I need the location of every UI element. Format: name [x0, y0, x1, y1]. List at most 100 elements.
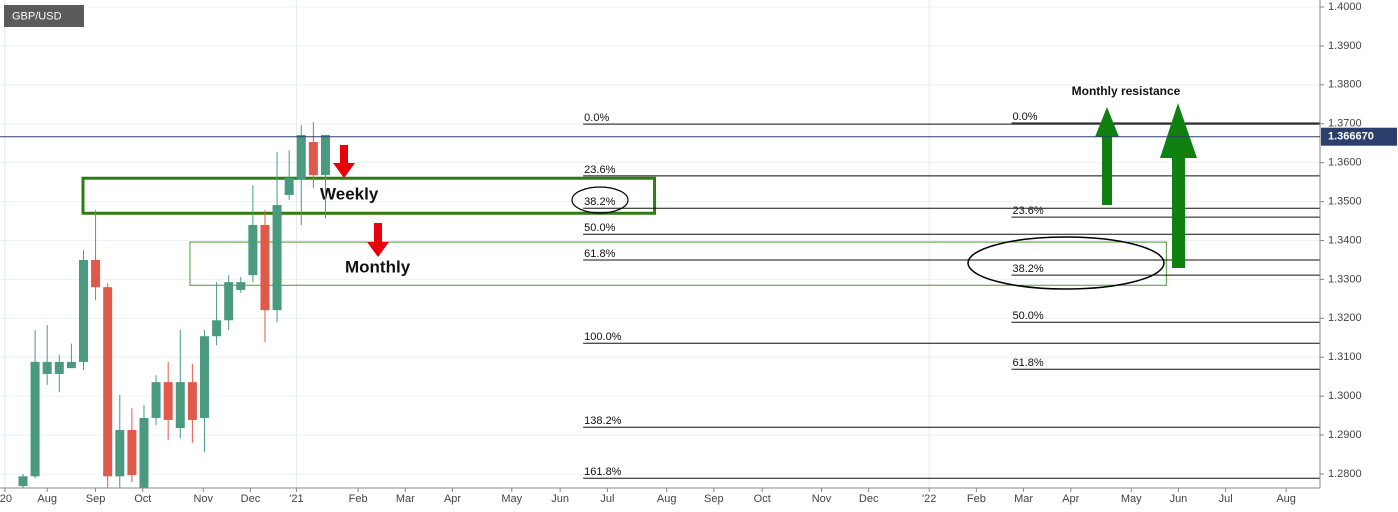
- candle-body: [139, 417, 149, 488]
- fib-label: 61.8%: [1012, 357, 1043, 369]
- y-tick-label: 1.4000: [1328, 1, 1362, 13]
- x-tick-label: May: [1121, 493, 1142, 505]
- x-tick-label: Oct: [134, 493, 151, 505]
- y-tick-label: 1.2800: [1328, 468, 1362, 480]
- x-tick-label: Apr: [444, 493, 461, 505]
- fib-label: 0.0%: [1012, 111, 1037, 123]
- candle-body: [284, 177, 294, 195]
- zone-label: Monthly: [345, 257, 411, 276]
- zone-label: Weekly: [320, 184, 379, 203]
- fib-label: 138.2%: [584, 415, 622, 427]
- y-tick-label: 1.3700: [1328, 118, 1362, 130]
- y-tick-label: 1.3300: [1328, 273, 1362, 285]
- arrow-shaft: [340, 145, 348, 163]
- x-tick-label: Mar: [1014, 493, 1033, 505]
- fib-label: 0.0%: [584, 112, 609, 124]
- candles: [18, 122, 330, 488]
- highlight-ellipse: [967, 236, 1165, 290]
- candle-body: [18, 476, 28, 487]
- candle-body: [212, 320, 222, 337]
- fib-label: 100.0%: [584, 331, 622, 343]
- y-tick-label: 1.3900: [1328, 40, 1362, 52]
- candle-body: [66, 361, 76, 369]
- x-tick-label: Aug: [657, 493, 677, 505]
- fib-label: 161.8%: [584, 466, 622, 478]
- arrow-head: [367, 242, 389, 257]
- candle-body: [163, 382, 173, 420]
- arrow-head: [1095, 107, 1119, 137]
- x-tick-label: Nov: [193, 493, 213, 505]
- candle-body: [30, 361, 40, 477]
- x-tick-label: '22: [922, 493, 936, 505]
- y-tick-label: 1.3200: [1328, 312, 1362, 324]
- zone: [189, 241, 1167, 286]
- x-tick-label: Jun: [1170, 493, 1188, 505]
- candle-body: [127, 430, 137, 476]
- x-tick-label: Dec: [859, 493, 879, 505]
- last-price-badge: [1321, 127, 1397, 146]
- down-arrows: [333, 145, 389, 257]
- fib-label: 23.6%: [584, 164, 615, 176]
- fib-label: 38.2%: [1012, 263, 1043, 275]
- x-tick-label: May: [501, 493, 522, 505]
- x-tick-label: Sep: [86, 493, 106, 505]
- up-arrows: [1095, 103, 1197, 268]
- zones: Weekly Monthly: [81, 176, 1167, 286]
- candle-body: [224, 282, 234, 321]
- candle-body: [103, 287, 113, 477]
- x-tick-label: Jul: [600, 493, 614, 505]
- chart-title: GBP/USD: [12, 10, 62, 22]
- candle-body: [115, 430, 125, 477]
- candle-body: [187, 382, 197, 420]
- y-tick-label: 1.3400: [1328, 234, 1362, 246]
- x-tick-label: Feb: [967, 493, 986, 505]
- y-tick-label: 1.3500: [1328, 195, 1362, 207]
- fib-label: 38.2%: [584, 196, 615, 208]
- x-tick-label: Dec: [241, 493, 261, 505]
- candle-body: [151, 382, 161, 418]
- candle-body: [308, 142, 318, 176]
- y-tick-label: 1.2900: [1328, 429, 1362, 441]
- last-price-label: 1.366670: [1328, 131, 1374, 143]
- candle-body: [78, 259, 88, 362]
- candle-body: [260, 224, 270, 311]
- x-tick-label: '20: [0, 493, 12, 505]
- candle-body: [320, 135, 330, 176]
- candle-body: [236, 282, 246, 290]
- x-tick-label: Aug: [37, 493, 57, 505]
- candle-body: [272, 205, 282, 311]
- arrow-shaft: [374, 223, 382, 242]
- arrow-head: [333, 163, 355, 178]
- fib-label: 23.6%: [1012, 205, 1043, 217]
- highlight-ellipse: [571, 186, 629, 214]
- y-tick-label: 1.3100: [1328, 351, 1362, 363]
- arrow-head: [1160, 103, 1197, 158]
- fib-label: 61.8%: [584, 248, 615, 260]
- y-tick-label: 1.3000: [1328, 390, 1362, 402]
- x-tick-label: Aug: [1276, 493, 1296, 505]
- x-tick-label: Apr: [1062, 493, 1079, 505]
- symbol-badge: [4, 5, 84, 27]
- candle-body: [199, 336, 209, 418]
- x-tick-label: Jun: [551, 493, 569, 505]
- annotation: Monthly resistance: [1072, 84, 1181, 98]
- x-tick-label: Jul: [1219, 493, 1233, 505]
- candle-body: [248, 224, 258, 276]
- candle-body: [175, 382, 185, 429]
- arrow-shaft: [1102, 136, 1112, 205]
- arrow-shaft: [1172, 157, 1185, 268]
- fib-label: 50.0%: [1012, 310, 1043, 322]
- candle-body: [296, 135, 306, 180]
- x-tick-label: Sep: [704, 493, 724, 505]
- fib-label: 50.0%: [584, 222, 615, 234]
- candle-body: [54, 361, 64, 374]
- fib-levels: 0.0% 23.6% 38.2% 50.0% 61.8% 100.0% 138.2% 161.…: [583, 111, 1320, 479]
- y-tick-label: 1.3800: [1328, 79, 1362, 91]
- x-tick-label: '21: [289, 493, 303, 505]
- candle-body: [91, 259, 101, 288]
- y-tick-label: 1.3600: [1328, 157, 1362, 169]
- x-tick-label: Mar: [396, 493, 415, 505]
- x-tick-label: Feb: [349, 493, 368, 505]
- candle-body: [42, 361, 52, 374]
